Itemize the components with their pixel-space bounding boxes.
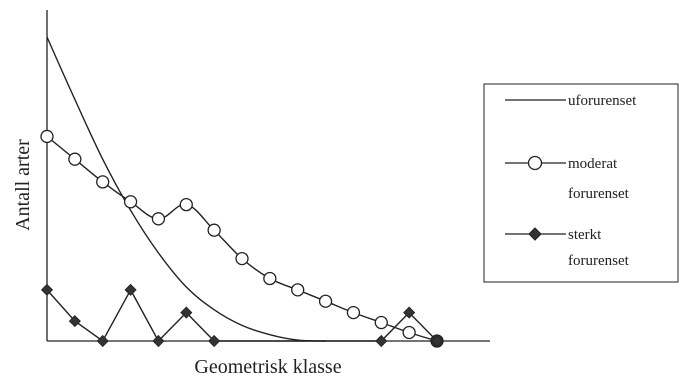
data-point-circle bbox=[207, 223, 221, 237]
series-moderat-forurenset bbox=[40, 129, 444, 348]
data-point-diamond bbox=[96, 334, 109, 348]
data-point-diamond bbox=[430, 334, 444, 348]
data-point-diamond bbox=[403, 306, 416, 319]
legend-label-continued: forurenset bbox=[568, 186, 630, 202]
data-point-circle bbox=[374, 315, 388, 330]
data-point-circle bbox=[68, 152, 82, 166]
legend-label: sterkt bbox=[568, 227, 602, 243]
series-line bbox=[46, 135, 438, 342]
data-point-circle bbox=[179, 197, 193, 212]
legend-label: uforurenset bbox=[568, 93, 637, 109]
series-layer bbox=[40, 36, 444, 348]
legend-circle-marker-icon bbox=[527, 155, 543, 171]
data-point-circle bbox=[318, 294, 333, 308]
data-point-diamond bbox=[124, 283, 137, 296]
data-point-diamond bbox=[68, 315, 81, 328]
series-line bbox=[46, 288, 438, 343]
data-point-circle bbox=[263, 271, 277, 286]
x-axis-label: Geometrisk klasse bbox=[194, 356, 341, 376]
legend-label-continued: forurenset bbox=[568, 253, 630, 269]
data-point-diamond bbox=[375, 334, 388, 348]
data-point-diamond bbox=[152, 334, 165, 348]
series-line bbox=[46, 36, 326, 342]
data-point-circle bbox=[40, 129, 54, 144]
legend-label: moderat bbox=[568, 156, 618, 172]
legend-box bbox=[483, 83, 679, 283]
y-axis-label: Antall arter bbox=[12, 139, 34, 231]
data-point-circle bbox=[402, 325, 416, 340]
data-point-circle bbox=[151, 212, 166, 226]
legend: uforurenset moderat forurenset sterkt fo… bbox=[483, 83, 679, 283]
legend-item-moderat-forurenset: moderat forurenset bbox=[505, 155, 630, 202]
legend-diamond-marker-icon bbox=[528, 227, 542, 241]
data-point-circle bbox=[96, 175, 110, 189]
data-point-circle bbox=[346, 305, 361, 320]
data-point-diamond bbox=[180, 306, 193, 319]
data-point-circle bbox=[235, 251, 249, 266]
data-point-circle bbox=[123, 195, 138, 209]
data-point-circle bbox=[291, 283, 305, 297]
legend-item-sterkt-forurenset: sterkt forurenset bbox=[505, 227, 630, 269]
series-sterkt-forurenset bbox=[40, 283, 444, 348]
data-point-diamond bbox=[40, 283, 54, 296]
series-uforurenset bbox=[46, 36, 326, 342]
legend-item-uforurenset: uforurenset bbox=[505, 93, 637, 109]
data-point-diamond bbox=[208, 334, 221, 348]
